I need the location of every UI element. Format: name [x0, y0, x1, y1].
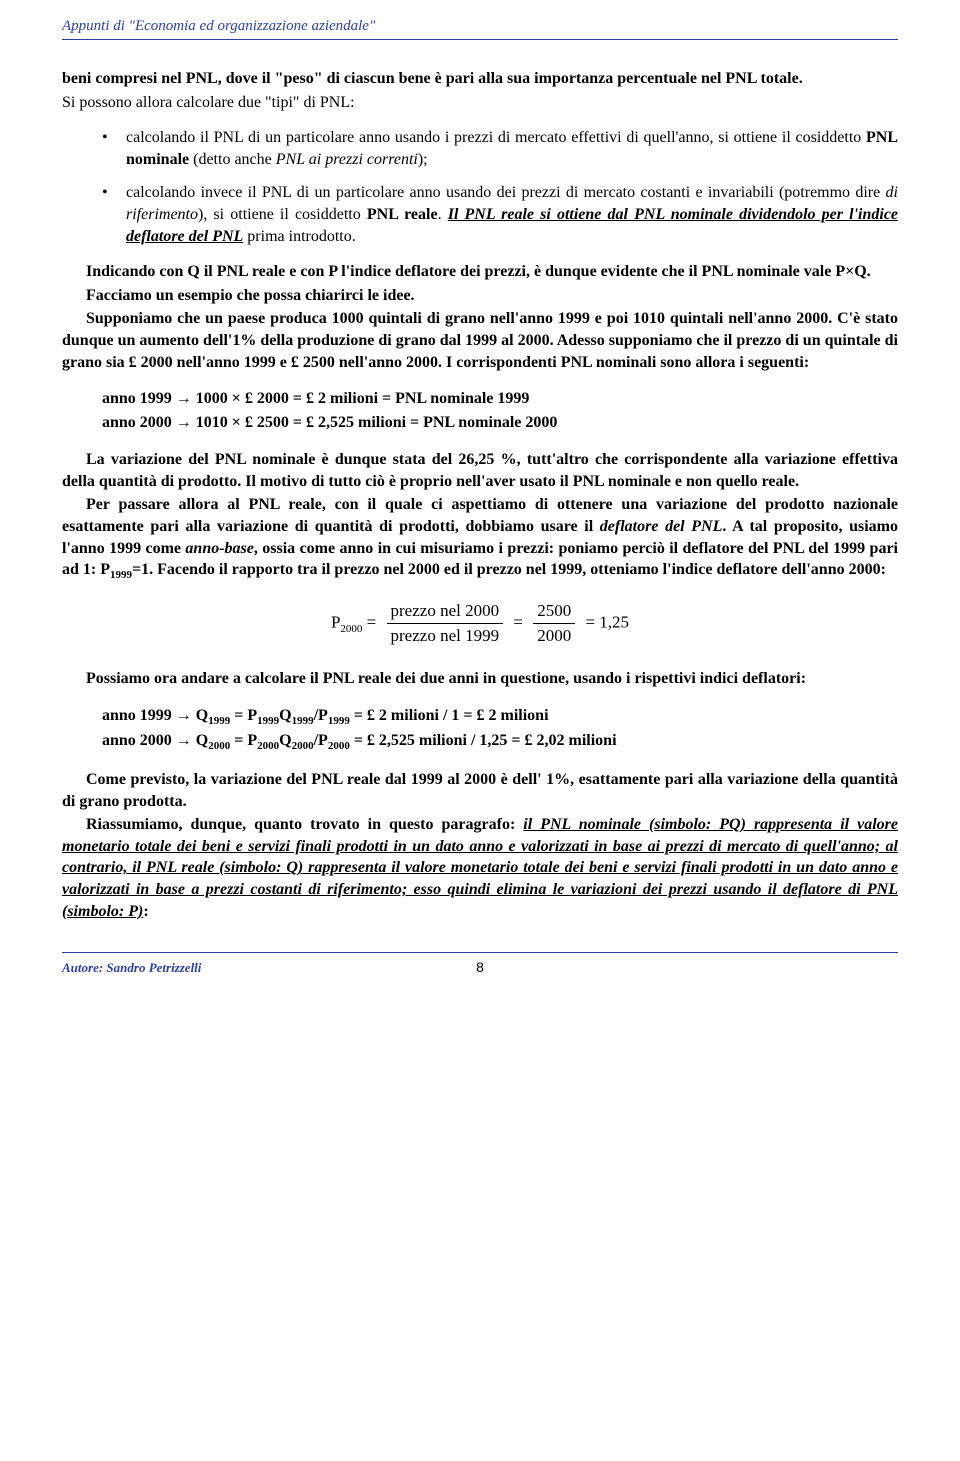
calc-line-1999: anno 1999 → 1000 × £ 2000 = £ 2 milioni …: [102, 387, 898, 411]
paragraph-block: Come previsto, la variazione del PNL rea…: [62, 769, 898, 922]
paragraph-calc-intro: Possiamo ora andare a calcolare il PNL r…: [62, 668, 898, 690]
page-footer: Autore: Sandro Petrizzelli 8: [62, 952, 898, 977]
text-fragment: calcolando invece il PNL di un particola…: [126, 184, 886, 201]
pnl-types-list: calcolando il PNL di un particolare anno…: [102, 127, 898, 247]
formula-sub: 2000: [340, 623, 362, 635]
text-fragment: anno 1999 → Q: [102, 707, 208, 724]
subscript: 2000: [257, 741, 279, 753]
subscript: 2000: [208, 741, 230, 753]
formula-lhs: P: [331, 613, 340, 632]
fraction-numerator: 2500: [533, 601, 575, 624]
fraction-denominator: prezzo nel 1999: [387, 624, 504, 646]
fraction-denominator: 2000: [533, 624, 575, 646]
paragraph-variation: La variazione del PNL nominale è dunque …: [62, 449, 898, 492]
text-fragment: );: [418, 151, 428, 168]
text-fragment: :: [143, 903, 148, 920]
italic-anno-base: anno-base: [185, 540, 253, 557]
term-pnl-reale: PNL reale: [367, 206, 438, 223]
paragraph-block: La variazione del PNL nominale è dunque …: [62, 449, 898, 583]
subscript: 2000: [292, 741, 314, 753]
text-fragment: /P: [314, 707, 328, 724]
intro-bold-text: beni compresi nel PNL, dove il "peso" di…: [62, 68, 898, 90]
text-fragment: .: [438, 206, 448, 223]
fraction-numerator: prezzo nel 2000: [387, 601, 504, 624]
subscript: 1999: [328, 715, 350, 727]
header-title: Appunti di "Economia ed organizzazione a…: [62, 18, 898, 40]
formula-deflatore: P2000 = prezzo nel 2000prezzo nel 1999 =…: [62, 601, 898, 646]
text-fragment: = £ 2,525 milioni / 1,25 = £ 2,02 milion…: [350, 732, 617, 749]
text-fragment: Riassumiamo, dunque, quanto trovato in q…: [86, 816, 523, 833]
text-fragment: anno 2000 → Q: [102, 732, 208, 749]
subscript: 1999: [292, 715, 314, 727]
calc-real-line-1999: anno 1999 → Q1999 = P1999Q1999/P1999 = £…: [102, 704, 898, 730]
text-fragment: = P: [230, 732, 257, 749]
footer-author: Autore: Sandro Petrizzelli: [62, 960, 201, 975]
fraction-prezzi: prezzo nel 2000prezzo nel 1999: [387, 601, 504, 646]
text-fragment: (detto anche: [189, 151, 276, 168]
document-page: Appunti di "Economia ed organizzazione a…: [0, 0, 960, 1007]
text-fragment: Q: [279, 732, 291, 749]
paragraph-summary: Riassumiamo, dunque, quanto trovato in q…: [62, 814, 898, 922]
subscript: 1999: [110, 569, 132, 581]
list-item-pnl-reale: calcolando invece il PNL di un particola…: [102, 182, 898, 247]
paragraph-example-setup: Supponiamo che un paese produca 1000 qui…: [62, 308, 898, 373]
calculation-real: anno 1999 → Q1999 = P1999Q1999/P1999 = £…: [102, 704, 898, 755]
paragraph-example-intro: Facciamo un esempio che possa chiarirci …: [62, 285, 898, 307]
paragraph-conclusion: Come previsto, la variazione del PNL rea…: [62, 769, 898, 812]
calc-line-2000: anno 2000 → 1010 × £ 2500 = £ 2,525 mili…: [102, 411, 898, 435]
paragraph-block: Indicando con Q il PNL reale e con P l'i…: [62, 261, 898, 373]
formula-result: = 1,25: [581, 613, 629, 632]
calc-real-line-2000: anno 2000 → Q2000 = P2000Q2000/P2000 = £…: [102, 729, 898, 755]
text-fragment: prima introdotto.: [243, 228, 355, 245]
paragraph-qp: Indicando con Q il PNL reale e con P l'i…: [62, 261, 898, 283]
subscript: 1999: [257, 715, 279, 727]
text-fragment: Q: [279, 707, 291, 724]
paragraph-block: Possiamo ora andare a calcolare il PNL r…: [62, 668, 898, 690]
text-fragment: = P: [230, 707, 257, 724]
fraction-values: 25002000: [533, 601, 575, 646]
text-fragment: =1. Facendo il rapporto tra il prezzo ne…: [132, 561, 886, 578]
italic-text: PNL ai prezzi correnti: [276, 151, 418, 168]
subscript: 2000: [328, 741, 350, 753]
paragraph-deflatore: Per passare allora al PNL reale, con il …: [62, 494, 898, 583]
calculation-nominal: anno 1999 → 1000 × £ 2000 = £ 2 milioni …: [102, 387, 898, 435]
italic-deflatore: deflatore del PNL: [600, 518, 723, 535]
text-fragment: ), si ottiene il cosiddetto: [198, 206, 367, 223]
subscript: 1999: [208, 715, 230, 727]
list-item-pnl-nominale: calcolando il PNL di un particolare anno…: [102, 127, 898, 170]
text-fragment: calcolando il PNL di un particolare anno…: [126, 129, 866, 146]
footer-page-number: 8: [476, 959, 484, 975]
text-fragment: /P: [314, 732, 328, 749]
intro-followup: Si possono allora calcolare due "tipi" d…: [62, 92, 898, 114]
formula-eq: =: [362, 613, 380, 632]
text-fragment: = £ 2 milioni / 1 = £ 2 milioni: [350, 707, 549, 724]
formula-eq: =: [509, 613, 527, 632]
